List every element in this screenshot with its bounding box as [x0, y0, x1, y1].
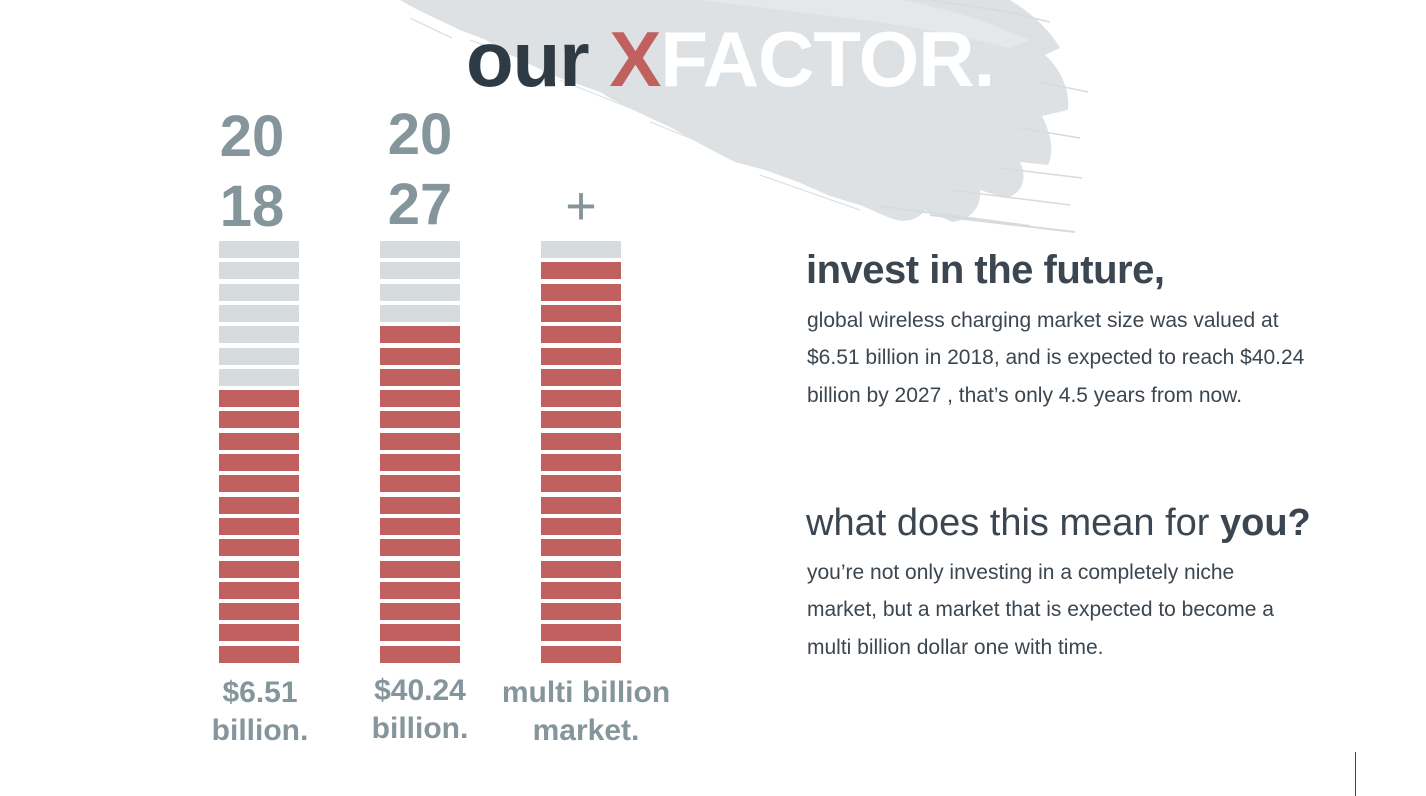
bar-segment-filled: [541, 432, 621, 450]
bar-segment-filled: [541, 390, 621, 408]
bar-segment-filled: [541, 496, 621, 514]
bar-segment-filled: [541, 645, 621, 663]
bar-segment-empty: [219, 241, 299, 258]
bar-segment-filled: [380, 390, 460, 408]
bar-segment-empty: [219, 304, 299, 322]
year-2027-top: 20: [387, 102, 453, 167]
bar-segment-filled: [541, 304, 621, 322]
bar-segment-filled: [541, 347, 621, 365]
bar-segment-filled: [541, 411, 621, 429]
bar-segment-empty: [219, 283, 299, 301]
bar-segment-filled: [219, 432, 299, 450]
bar-segment-filled: [380, 496, 460, 514]
year-2018-bottom: 18: [219, 174, 285, 239]
corner-divider: [1355, 752, 1356, 796]
bar-future: [541, 241, 621, 667]
title-suffix: FACTOR.: [660, 15, 995, 103]
bar-segment-filled: [380, 454, 460, 471]
bar-segment-empty: [380, 283, 460, 301]
amount-2027: $40.24 billion.: [371, 674, 469, 745]
bar-segment-filled: [219, 411, 299, 429]
bar-segment-filled: [219, 645, 299, 663]
year-2027-bottom: 27: [387, 172, 453, 237]
invest-body: global wireless charging market size was…: [807, 309, 1305, 407]
bar-segment-filled: [380, 347, 460, 365]
bar-2027: [380, 241, 460, 667]
bar-segment-empty: [380, 241, 460, 258]
bar-segment-filled: [380, 603, 460, 621]
bar-segment-empty: [380, 262, 460, 280]
bar-segment-filled: [541, 581, 621, 599]
bar-segment-filled: [219, 581, 299, 599]
bar-segment-filled: [380, 368, 460, 386]
bar-segment-filled: [380, 411, 460, 429]
bar-segment-filled: [541, 539, 621, 557]
meaning-body: you’re not only investing in a completel…: [807, 561, 1274, 659]
bar-segment-empty: [219, 326, 299, 344]
bar-segment-filled: [541, 454, 621, 471]
bar-segment-filled: [219, 560, 299, 578]
bar-segment-empty: [380, 304, 460, 322]
title-prefix: our: [466, 15, 610, 103]
bar-segment-filled: [541, 368, 621, 386]
bar-segment-filled: [380, 326, 460, 344]
bar-segment-filled: [380, 432, 460, 450]
bar-segment-filled: [541, 283, 621, 301]
bar-segment-filled: [219, 624, 299, 642]
page-title: our XFACTOR.: [466, 20, 995, 98]
bar-segment-filled: [380, 645, 460, 663]
bar-segment-filled: [541, 517, 621, 535]
bar-segment-filled: [380, 475, 460, 493]
bar-segment-filled: [541, 475, 621, 493]
bar-2018: [219, 241, 299, 667]
meaning-heading: what does this mean for you?: [806, 502, 1311, 545]
bar-segment-filled: [219, 475, 299, 493]
bar-segment-filled: [219, 496, 299, 514]
bar-segment-filled: [541, 624, 621, 642]
title-x: X: [609, 15, 661, 103]
bar-segment-filled: [380, 581, 460, 599]
bar-segment-filled: [219, 603, 299, 621]
bar-segment-filled: [219, 517, 299, 535]
bar-segment-empty: [219, 368, 299, 386]
bar-segment-empty: [219, 262, 299, 280]
bar-segment-filled: [541, 326, 621, 344]
amount-future: multi billion market.: [501, 676, 671, 747]
bar-segment-filled: [541, 262, 621, 280]
bar-segment-filled: [541, 603, 621, 621]
bar-segment-filled: [380, 539, 460, 557]
bar-segment-empty: [541, 241, 621, 258]
bar-segment-empty: [219, 347, 299, 365]
plus-label: +: [565, 176, 597, 236]
invest-heading: invest in the future,: [806, 248, 1165, 292]
year-2018-top: 20: [219, 104, 285, 169]
bar-segment-filled: [219, 454, 299, 471]
bar-segment-filled: [380, 624, 460, 642]
meaning-heading-regular: what does this mean for: [806, 502, 1220, 544]
bar-segment-filled: [380, 517, 460, 535]
bar-segment-filled: [380, 560, 460, 578]
amount-2018: $6.51 billion.: [211, 676, 309, 747]
bar-segment-filled: [541, 560, 621, 578]
bar-segment-filled: [219, 539, 299, 557]
bar-segment-filled: [219, 390, 299, 408]
meaning-heading-bold: you?: [1220, 502, 1311, 544]
